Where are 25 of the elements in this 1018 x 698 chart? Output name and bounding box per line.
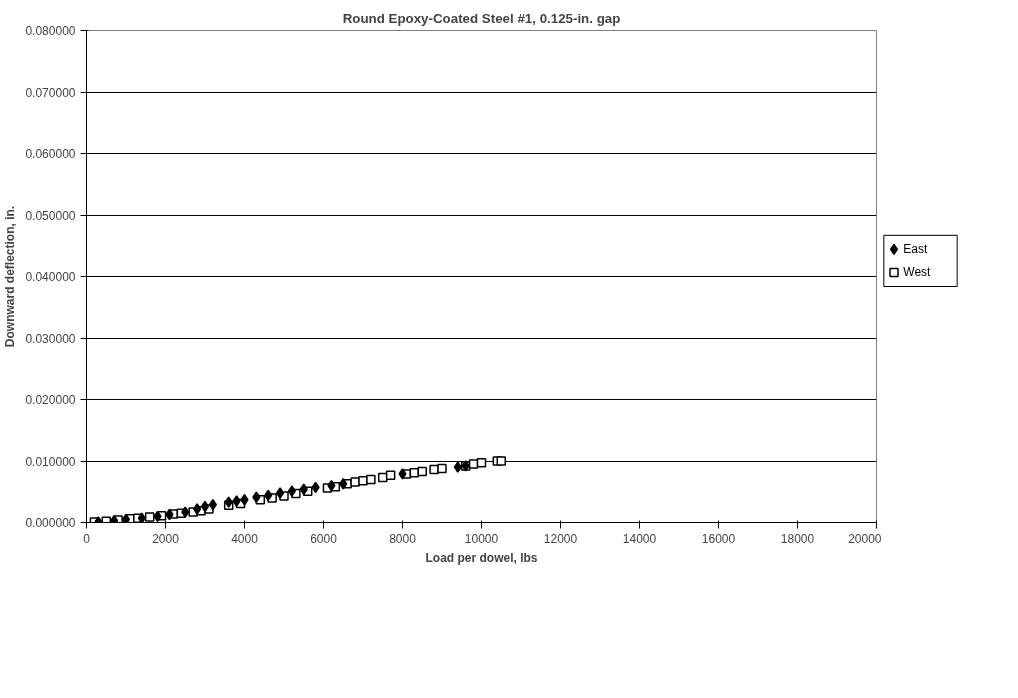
y-tick-label: 0.020000 <box>25 393 76 407</box>
x-tick-label: 16000 <box>701 531 736 546</box>
x-tick-label: 6000 <box>310 531 338 546</box>
x-tick-label: 4000 <box>231 531 259 546</box>
y-tick-label: 0.000000 <box>25 516 76 530</box>
chart-title: Round Epoxy-Coated Steel #1, 0.125-in. gap <box>342 10 621 26</box>
y-tick-label: 0.050000 <box>25 208 76 223</box>
y-tick-label: 0.010000 <box>25 454 76 469</box>
y-tick-label: 0.030000 <box>25 331 76 346</box>
x-tick-label: 14000 <box>622 531 657 546</box>
x-tick-label: 8000 <box>389 531 417 546</box>
x-tick-label: 0 <box>83 531 91 546</box>
y-tick-label: 0.080000 <box>25 24 76 38</box>
x-tick-label: 18000 <box>780 531 815 546</box>
x-tick-label: 10000 <box>464 531 499 546</box>
legend-label: East <box>903 242 929 257</box>
x-tick-label: 12000 <box>543 531 578 546</box>
legend-label: West <box>903 265 932 280</box>
y-tick-label: 0.040000 <box>25 270 76 284</box>
x-tick-label: 20000 <box>848 531 882 546</box>
y-axis-title: Downward deflection, in. <box>3 205 18 348</box>
x-axis-title: Load per dowel, lbs <box>425 550 538 565</box>
x-tick-label: 2000 <box>152 531 180 546</box>
y-tick-label: 0.060000 <box>25 147 76 161</box>
y-tick-label: 0.070000 <box>25 85 76 100</box>
